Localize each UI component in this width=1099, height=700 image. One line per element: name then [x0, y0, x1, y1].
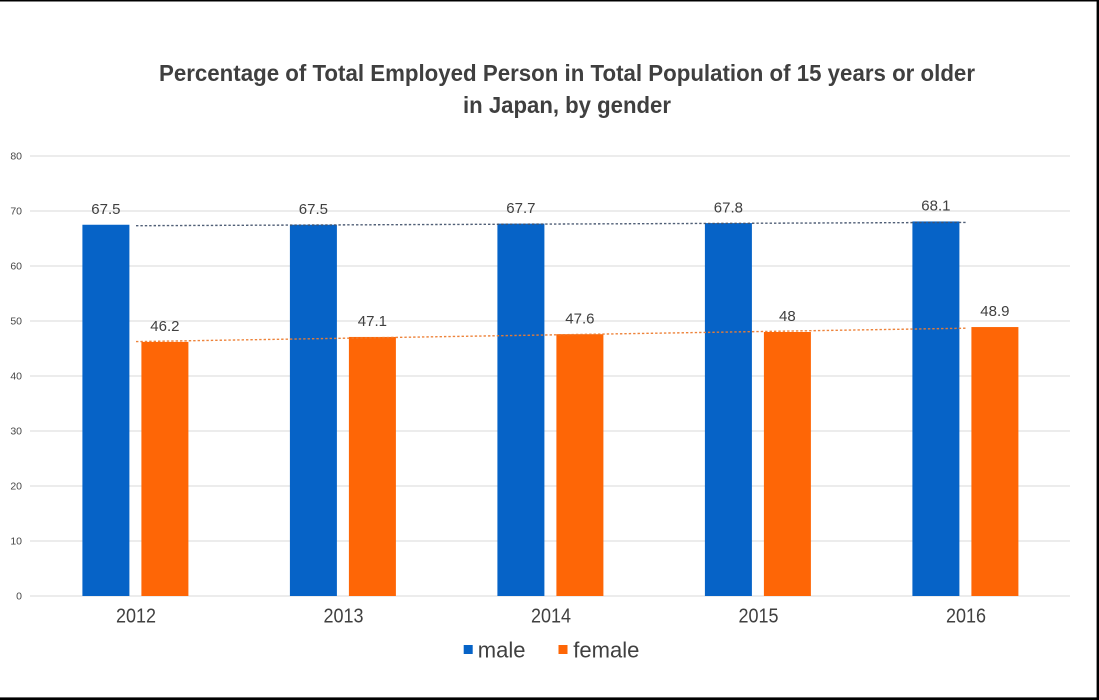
svg-text:67.7: 67.7: [506, 200, 535, 217]
svg-text:30: 30: [10, 426, 22, 438]
svg-text:46.2: 46.2: [150, 318, 179, 335]
svg-text:2013: 2013: [324, 606, 364, 628]
svg-text:80: 80: [10, 151, 22, 163]
svg-text:2016: 2016: [946, 606, 986, 628]
svg-text:67.5: 67.5: [91, 201, 120, 218]
svg-text:67.5: 67.5: [299, 201, 328, 218]
svg-text:40: 40: [10, 371, 22, 383]
svg-text:48: 48: [779, 308, 796, 325]
svg-text:20: 20: [10, 481, 22, 493]
svg-text:48.9: 48.9: [980, 303, 1009, 320]
svg-text:2012: 2012: [116, 606, 156, 628]
svg-text:in Japan, by gender: in Japan, by gender: [463, 92, 671, 118]
svg-text:female: female: [573, 637, 639, 662]
svg-text:47.1: 47.1: [358, 313, 387, 330]
svg-text:47.6: 47.6: [565, 310, 594, 327]
svg-text:2014: 2014: [531, 606, 571, 628]
svg-text:50: 50: [10, 316, 22, 328]
svg-text:2015: 2015: [739, 606, 779, 628]
svg-text:68.1: 68.1: [921, 198, 950, 215]
svg-text:male: male: [478, 637, 526, 662]
svg-text:70: 70: [10, 206, 22, 218]
svg-text:67.8: 67.8: [714, 199, 743, 216]
svg-text:0: 0: [16, 591, 22, 603]
svg-text:60: 60: [10, 261, 22, 273]
svg-text:Percentage of Total Employed P: Percentage of Total Employed Person in T…: [159, 60, 975, 86]
svg-text:10: 10: [10, 536, 22, 548]
